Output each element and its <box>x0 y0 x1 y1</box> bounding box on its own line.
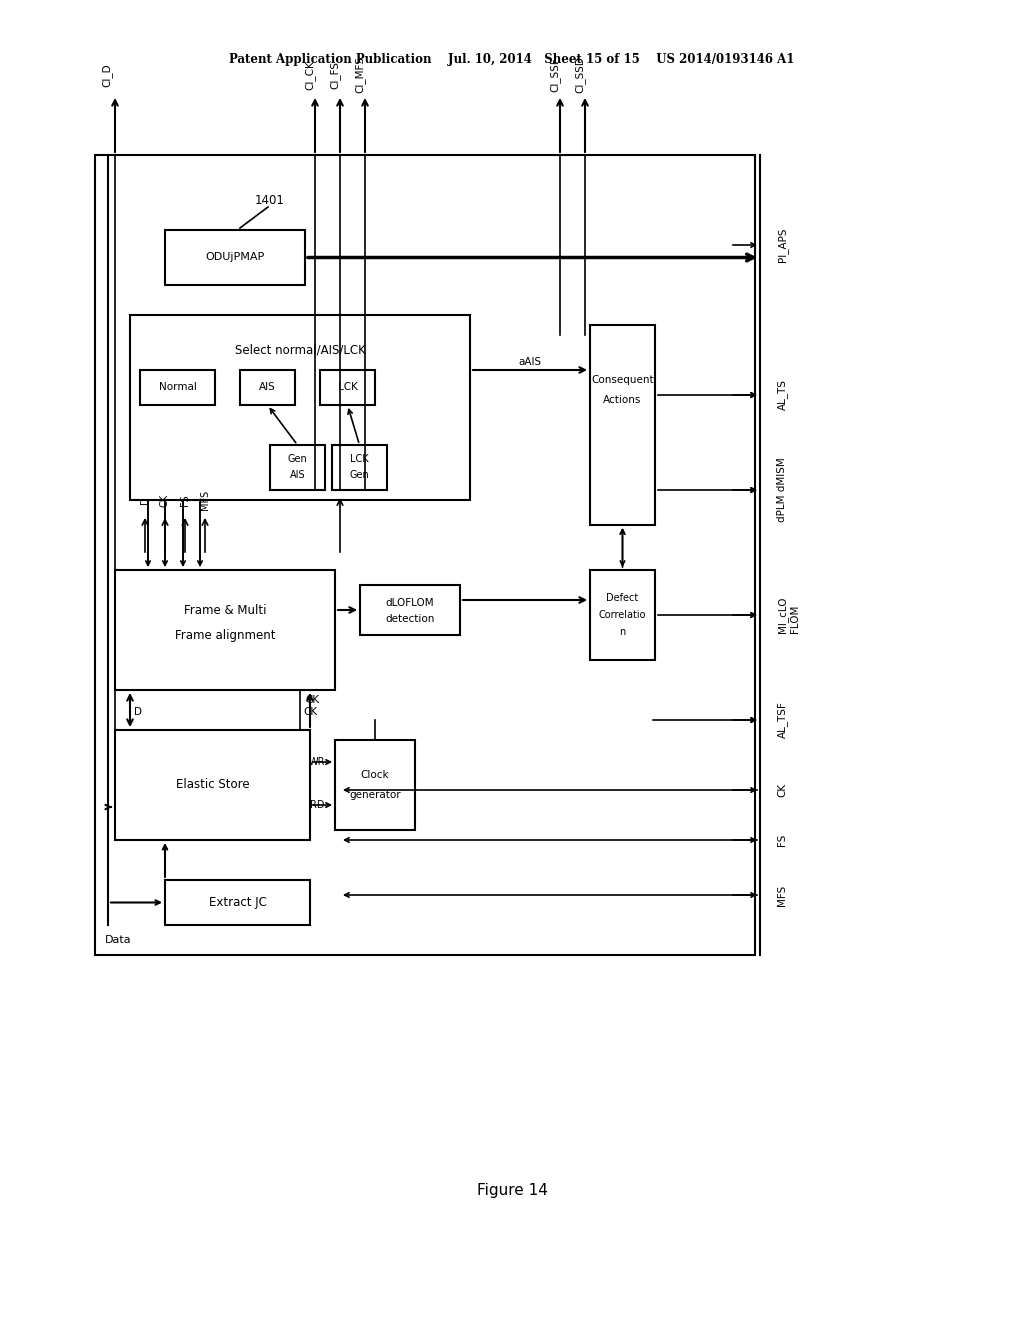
Text: LCK: LCK <box>338 383 357 392</box>
Bar <box>165 230 305 285</box>
Text: Patent Application Publication    Jul. 10, 2014   Sheet 15 of 15    US 2014/0193: Patent Application Publication Jul. 10, … <box>229 54 795 66</box>
Text: Figure 14: Figure 14 <box>476 1183 548 1197</box>
Text: LCK: LCK <box>350 454 369 465</box>
Text: Normal: Normal <box>159 383 197 392</box>
Text: CI_SSD: CI_SSD <box>574 57 586 94</box>
Text: Consequent: Consequent <box>591 375 653 385</box>
Text: Extract JC: Extract JC <box>209 896 266 909</box>
Text: Select normal/AIS/LCK: Select normal/AIS/LCK <box>234 343 366 356</box>
Text: dLOFLOM: dLOFLOM <box>386 598 434 609</box>
Text: MFS: MFS <box>777 884 787 906</box>
Bar <box>115 730 310 840</box>
Text: CK: CK <box>777 783 787 797</box>
Text: FS: FS <box>180 494 190 506</box>
Text: AL_TS: AL_TS <box>777 380 787 411</box>
Bar <box>130 315 470 500</box>
Bar <box>332 445 387 490</box>
Text: MFS: MFS <box>200 490 210 510</box>
Text: Frame alignment: Frame alignment <box>175 628 275 642</box>
Text: aAIS: aAIS <box>518 356 542 367</box>
Text: CK: CK <box>160 494 170 507</box>
Text: Actions: Actions <box>603 395 642 405</box>
Bar <box>240 370 295 405</box>
Text: AL_TSF: AL_TSF <box>777 701 787 738</box>
Text: Data: Data <box>104 935 131 945</box>
Text: RD: RD <box>309 800 325 810</box>
Text: ODUjPMAP: ODUjPMAP <box>206 252 264 263</box>
Text: CK: CK <box>303 708 317 717</box>
Text: CI_FS: CI_FS <box>330 61 340 88</box>
Text: n: n <box>620 627 626 638</box>
Text: CI_CK: CI_CK <box>304 61 315 90</box>
Text: AIS: AIS <box>259 383 275 392</box>
Text: FS: FS <box>777 834 787 846</box>
Text: PI_APS: PI_APS <box>777 228 787 263</box>
Text: WR: WR <box>309 756 326 767</box>
Text: Defect: Defect <box>606 593 639 603</box>
Text: CK: CK <box>305 696 319 705</box>
Text: dPLM dMISM: dPLM dMISM <box>777 458 787 523</box>
Text: Frame & Multi: Frame & Multi <box>183 603 266 616</box>
Text: Correlatio: Correlatio <box>599 610 646 620</box>
Text: AIS: AIS <box>290 470 305 480</box>
Bar <box>115 570 335 690</box>
Bar <box>95 154 755 954</box>
Bar <box>335 741 415 830</box>
Text: Gen: Gen <box>349 470 370 480</box>
Bar <box>270 445 325 490</box>
Text: 1401: 1401 <box>255 194 285 206</box>
Bar <box>590 570 655 660</box>
Bar <box>319 370 375 405</box>
Text: detection: detection <box>385 614 434 624</box>
Text: Clock: Clock <box>360 770 389 780</box>
Text: Gen: Gen <box>288 454 307 465</box>
Bar <box>165 880 310 925</box>
Bar <box>140 370 215 405</box>
Bar <box>590 325 655 525</box>
Bar <box>360 585 460 635</box>
Text: generator: generator <box>349 789 400 800</box>
Text: MI_cLO
FLOM: MI_cLO FLOM <box>777 597 800 634</box>
Text: D: D <box>140 496 150 504</box>
Text: D: D <box>134 708 142 717</box>
Text: Elastic Store: Elastic Store <box>176 779 249 792</box>
Text: CI_D: CI_D <box>101 63 113 87</box>
Text: CI_SSF: CI_SSF <box>550 58 560 92</box>
Text: CI_MFS: CI_MFS <box>354 57 366 94</box>
